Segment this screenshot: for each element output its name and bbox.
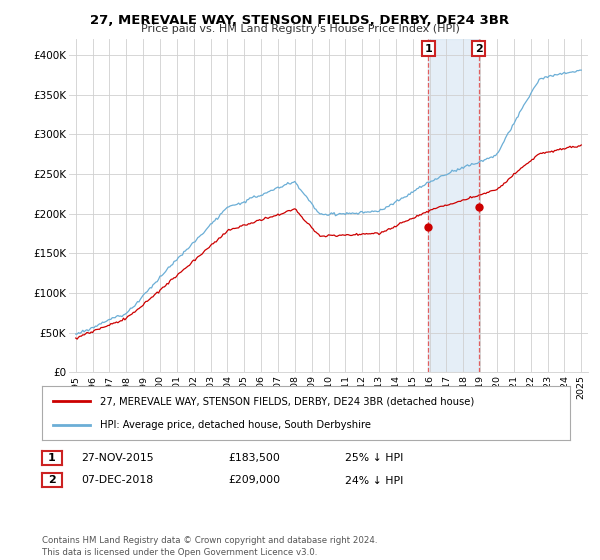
Bar [428, 39, 479, 372]
Text: 1: 1 [48, 453, 56, 463]
Text: 1: 1 [424, 44, 432, 54]
Text: 25% ↓ HPI: 25% ↓ HPI [345, 453, 403, 463]
Text: HPI: Average price, detached house, South Derbyshire: HPI: Average price, detached house, Sout… [100, 419, 371, 430]
Text: 27, MEREVALE WAY, STENSON FIELDS, DERBY, DE24 3BR: 27, MEREVALE WAY, STENSON FIELDS, DERBY,… [91, 14, 509, 27]
Text: 2: 2 [48, 475, 56, 485]
Text: 2: 2 [475, 44, 482, 54]
Text: £183,500: £183,500 [228, 453, 280, 463]
Text: Contains HM Land Registry data © Crown copyright and database right 2024.
This d: Contains HM Land Registry data © Crown c… [42, 536, 377, 557]
Text: 07-DEC-2018: 07-DEC-2018 [81, 475, 153, 486]
Text: 27-NOV-2015: 27-NOV-2015 [81, 453, 154, 463]
Text: Price paid vs. HM Land Registry's House Price Index (HPI): Price paid vs. HM Land Registry's House … [140, 24, 460, 34]
Text: 27, MEREVALE WAY, STENSON FIELDS, DERBY, DE24 3BR (detached house): 27, MEREVALE WAY, STENSON FIELDS, DERBY,… [100, 396, 475, 407]
Text: £209,000: £209,000 [228, 475, 280, 486]
Text: 24% ↓ HPI: 24% ↓ HPI [345, 475, 403, 486]
